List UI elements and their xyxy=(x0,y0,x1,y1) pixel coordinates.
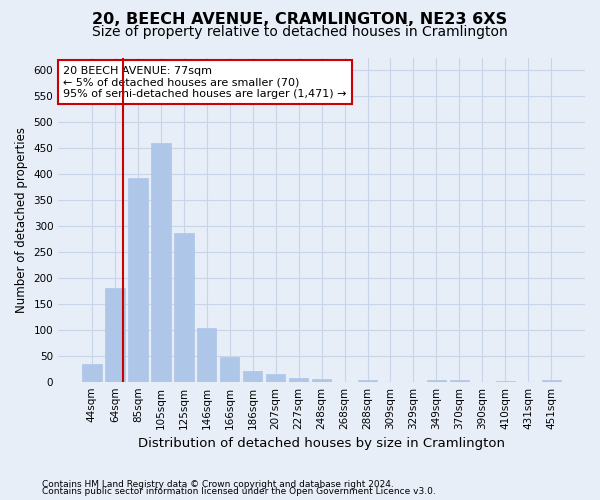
Bar xyxy=(449,380,469,382)
Bar xyxy=(358,380,377,382)
Bar xyxy=(128,178,148,382)
Bar xyxy=(82,364,101,382)
Bar xyxy=(289,378,308,382)
Text: 20, BEECH AVENUE, CRAMLINGTON, NE23 6XS: 20, BEECH AVENUE, CRAMLINGTON, NE23 6XS xyxy=(92,12,508,28)
Bar xyxy=(243,372,262,382)
Bar xyxy=(427,380,446,382)
Text: Size of property relative to detached houses in Cramlington: Size of property relative to detached ho… xyxy=(92,25,508,39)
Bar xyxy=(312,379,331,382)
X-axis label: Distribution of detached houses by size in Cramlington: Distribution of detached houses by size … xyxy=(138,437,505,450)
Bar xyxy=(220,357,239,382)
Bar xyxy=(174,233,194,382)
Bar xyxy=(197,328,217,382)
Bar xyxy=(151,143,170,382)
Bar xyxy=(542,380,561,382)
Y-axis label: Number of detached properties: Number of detached properties xyxy=(15,126,28,312)
Text: Contains HM Land Registry data © Crown copyright and database right 2024.: Contains HM Land Registry data © Crown c… xyxy=(42,480,394,489)
Bar xyxy=(266,374,286,382)
Text: 20 BEECH AVENUE: 77sqm
← 5% of detached houses are smaller (70)
95% of semi-deta: 20 BEECH AVENUE: 77sqm ← 5% of detached … xyxy=(64,66,347,99)
Bar xyxy=(105,288,125,382)
Bar xyxy=(496,380,515,382)
Text: Contains public sector information licensed under the Open Government Licence v3: Contains public sector information licen… xyxy=(42,487,436,496)
